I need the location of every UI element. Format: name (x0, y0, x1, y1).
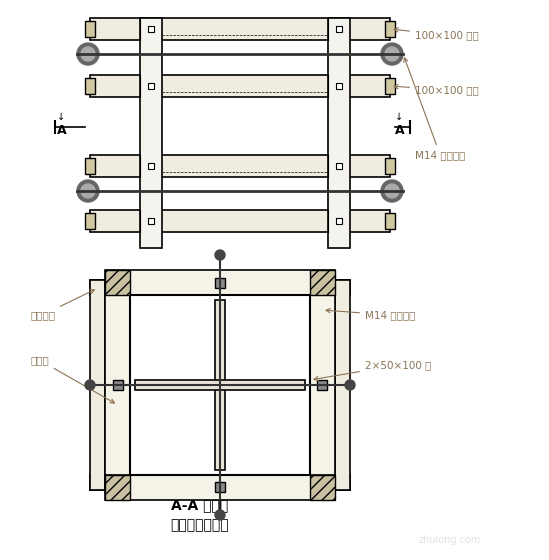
Text: 胶合板: 胶合板 (30, 355, 115, 403)
Bar (85, 78, 95, 94)
Bar (85, 158, 95, 174)
Bar (85, 21, 95, 37)
Bar (105, 295, 130, 475)
Bar (140, 18, 162, 248)
Bar (310, 475, 335, 500)
Bar (90, 75, 390, 97)
Circle shape (385, 47, 399, 61)
Text: ↓: ↓ (395, 112, 403, 122)
Circle shape (381, 180, 403, 202)
Circle shape (77, 43, 99, 65)
Bar (105, 270, 335, 295)
Circle shape (215, 250, 225, 260)
Bar (90, 155, 390, 177)
Bar (385, 213, 395, 229)
Bar (90, 475, 350, 490)
Bar (148, 218, 154, 224)
Bar (336, 163, 342, 169)
Circle shape (381, 43, 403, 65)
Bar (90, 280, 105, 490)
Text: A: A (57, 124, 66, 137)
Bar (148, 26, 154, 32)
Text: M14 对拉螺栓: M14 对拉螺栓 (404, 58, 466, 160)
Bar (105, 475, 130, 500)
Circle shape (345, 380, 355, 390)
Text: A: A (395, 124, 405, 137)
Bar (215, 482, 225, 492)
Bar (385, 158, 395, 174)
Circle shape (77, 180, 99, 202)
Bar (385, 78, 395, 94)
Text: 限位螺栓: 限位螺栓 (30, 290, 94, 320)
Text: 2×50×100 方: 2×50×100 方 (314, 360, 432, 381)
Circle shape (81, 184, 95, 198)
Bar (336, 218, 342, 224)
Bar (85, 213, 95, 229)
Bar (336, 26, 342, 32)
Bar (90, 18, 390, 40)
Bar (310, 270, 335, 295)
Bar (336, 83, 342, 89)
Bar (148, 83, 154, 89)
Text: ↓: ↓ (57, 112, 65, 122)
Text: 100×100 万木: 100×100 万木 (394, 85, 479, 95)
Bar (317, 380, 327, 390)
Bar (335, 280, 350, 490)
Bar (90, 18, 390, 248)
Bar (135, 380, 305, 390)
Circle shape (85, 380, 95, 390)
Text: A-A 剖面图: A-A 剖面图 (171, 498, 228, 512)
Text: 柱模安装示意图: 柱模安装示意图 (171, 518, 229, 532)
Text: M14 对拉螺栓: M14 对拉螺栓 (326, 309, 416, 320)
Bar (215, 300, 225, 470)
Bar (130, 295, 310, 475)
Bar (105, 475, 335, 500)
Bar (105, 270, 130, 295)
Bar (215, 278, 225, 288)
Circle shape (215, 510, 225, 520)
Bar (385, 21, 395, 37)
Circle shape (81, 47, 95, 61)
Text: 100×100 万木: 100×100 万木 (394, 28, 479, 40)
Bar (90, 280, 350, 295)
Bar (113, 380, 123, 390)
Bar (310, 295, 335, 475)
Bar (148, 163, 154, 169)
Text: zhulong.com: zhulong.com (419, 535, 481, 545)
Bar (328, 18, 350, 248)
Circle shape (385, 184, 399, 198)
Bar (90, 210, 390, 232)
